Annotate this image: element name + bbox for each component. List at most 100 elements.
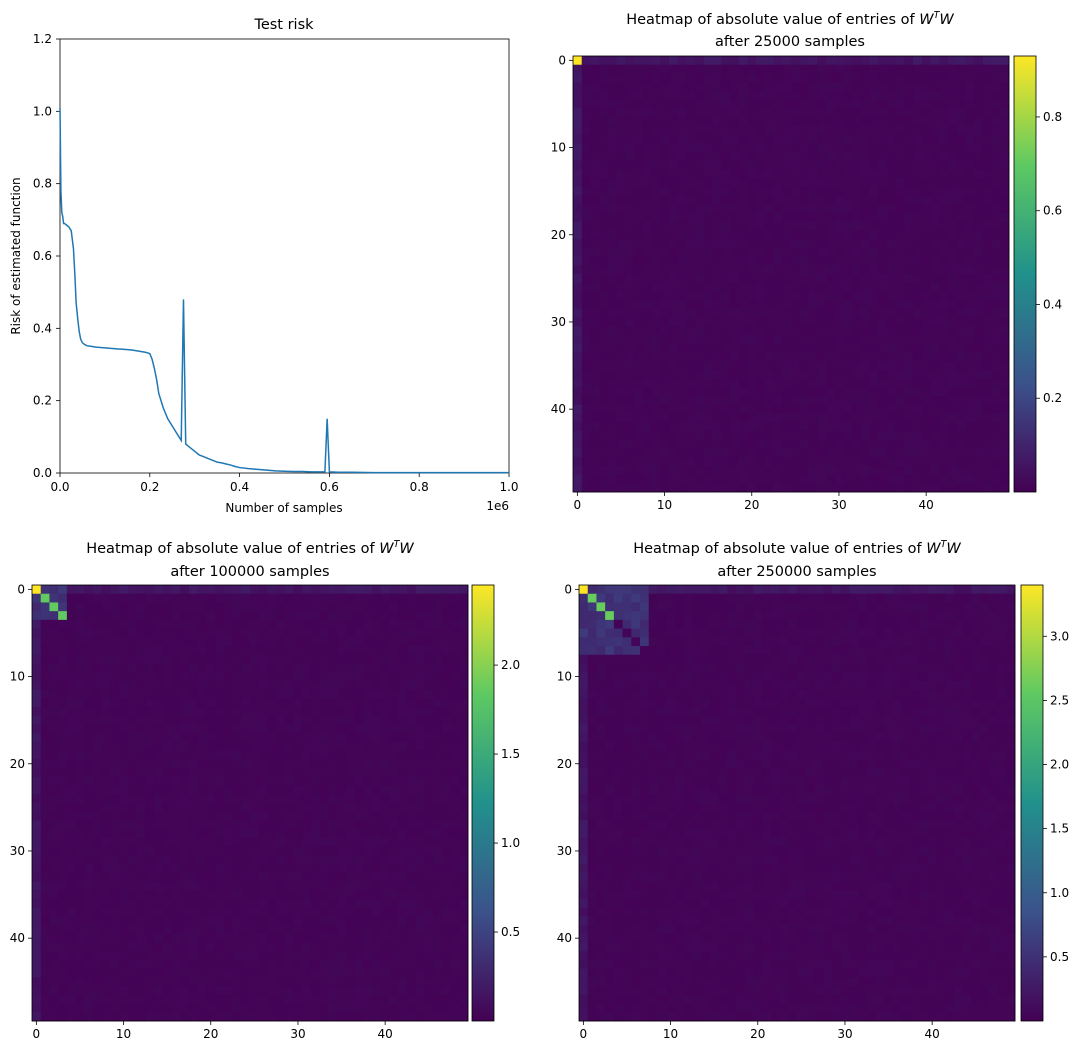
heatmap-cell xyxy=(887,56,896,65)
heatmap-cell xyxy=(407,812,416,821)
heatmap-cell xyxy=(617,187,626,196)
heatmap-cell xyxy=(84,899,93,908)
heatmap-cell xyxy=(250,803,259,812)
heatmap-cell xyxy=(599,152,608,161)
heatmap-cell xyxy=(808,300,817,309)
heatmap-cell xyxy=(878,274,887,283)
heatmap-cell xyxy=(713,178,722,187)
heatmap-cell xyxy=(32,681,41,690)
heatmap-cell xyxy=(974,318,983,327)
heatmap-cell xyxy=(76,620,85,629)
heatmap-cell xyxy=(896,370,905,379)
heatmap-cell xyxy=(913,318,922,327)
heatmap-cell xyxy=(41,602,50,611)
heatmap-cell xyxy=(599,230,608,239)
heatmap-cell xyxy=(974,152,983,161)
heatmap-cell xyxy=(869,65,878,74)
heatmap-cell xyxy=(145,803,154,812)
heatmap-cell xyxy=(704,274,713,283)
heatmap-cell xyxy=(739,213,748,222)
heatmap-cell xyxy=(817,326,826,335)
heatmap-cell xyxy=(294,602,303,611)
heatmap-cell xyxy=(224,698,233,707)
heatmap-cell xyxy=(634,274,643,283)
heatmap-cell xyxy=(957,143,966,152)
heatmap-cell xyxy=(782,56,791,65)
heatmap-cell xyxy=(294,890,303,899)
heatmap-cell xyxy=(660,196,669,205)
heatmap-cell xyxy=(774,126,783,135)
heatmap-cell xyxy=(747,161,756,170)
heatmap-cell xyxy=(791,100,800,109)
heatmap-cell xyxy=(634,152,643,161)
heatmap-cell xyxy=(172,864,181,873)
heatmap-cell xyxy=(294,681,303,690)
heatmap-cell xyxy=(58,655,67,664)
heatmap-cell xyxy=(337,855,346,864)
heatmap-cell xyxy=(582,344,591,353)
heatmap-cell xyxy=(328,768,337,777)
heatmap-cell xyxy=(634,370,643,379)
heatmap-cell xyxy=(931,152,940,161)
heatmap-cell xyxy=(119,934,128,943)
heatmap-cell xyxy=(931,82,940,91)
heatmap-cell xyxy=(843,396,852,405)
heatmap-cell xyxy=(808,213,817,222)
heatmap-cell xyxy=(416,986,425,995)
heatmap-cell xyxy=(739,335,748,344)
heatmap-cell xyxy=(137,786,146,795)
heatmap-cell xyxy=(259,663,268,672)
heatmap-cell xyxy=(878,300,887,309)
heatmap-cell xyxy=(241,777,250,786)
heatmap-cell xyxy=(913,414,922,423)
heatmap-cell xyxy=(861,230,870,239)
heatmap-cell xyxy=(276,663,285,672)
heatmap-cell xyxy=(110,881,119,890)
heatmap-cell xyxy=(267,855,276,864)
heatmap-cell xyxy=(922,326,931,335)
heatmap-cell xyxy=(119,995,128,1004)
heatmap-cell xyxy=(198,681,207,690)
heatmap-cell xyxy=(119,594,128,603)
heatmap-cell xyxy=(869,169,878,178)
heatmap-cell xyxy=(459,646,468,655)
heatmap-cell xyxy=(965,56,974,65)
heatmap-cell xyxy=(904,222,913,231)
heatmap-cell xyxy=(721,91,730,100)
heatmap-cell xyxy=(983,475,992,484)
heatmap-cell xyxy=(678,283,687,292)
heatmap-cell xyxy=(660,257,669,266)
heatmap-cell xyxy=(599,361,608,370)
heatmap-cell xyxy=(337,602,346,611)
heatmap-cell xyxy=(102,768,111,777)
heatmap-cell xyxy=(189,873,198,882)
heatmap-cell xyxy=(311,786,320,795)
heatmap-cell xyxy=(957,274,966,283)
heatmap-cell xyxy=(337,707,346,716)
heatmap-cell xyxy=(451,585,460,594)
heatmap-cell xyxy=(774,204,783,213)
heatmap-cell xyxy=(782,265,791,274)
heatmap-cell xyxy=(110,585,119,594)
heatmap-cell xyxy=(102,916,111,925)
heatmap-cell xyxy=(983,431,992,440)
heatmap-cell xyxy=(285,594,294,603)
heatmap-cell xyxy=(608,448,617,457)
heatmap-cell xyxy=(904,178,913,187)
heatmap-cell xyxy=(730,82,739,91)
heatmap-cell xyxy=(294,690,303,699)
heatmap-cell xyxy=(84,925,93,934)
heatmap-cell xyxy=(32,786,41,795)
heatmap-cell xyxy=(808,196,817,205)
heatmap-cell xyxy=(198,637,207,646)
heatmap-cell xyxy=(337,916,346,925)
heatmap-cell xyxy=(32,611,41,620)
heatmap-cell xyxy=(128,681,137,690)
heatmap-cell xyxy=(660,134,669,143)
heatmap-cell xyxy=(180,899,189,908)
heatmap-cell xyxy=(913,274,922,283)
heatmap-cell xyxy=(974,274,983,283)
heatmap-cell xyxy=(67,725,76,734)
heatmap-cell xyxy=(224,916,233,925)
heatmap-cell xyxy=(398,838,407,847)
